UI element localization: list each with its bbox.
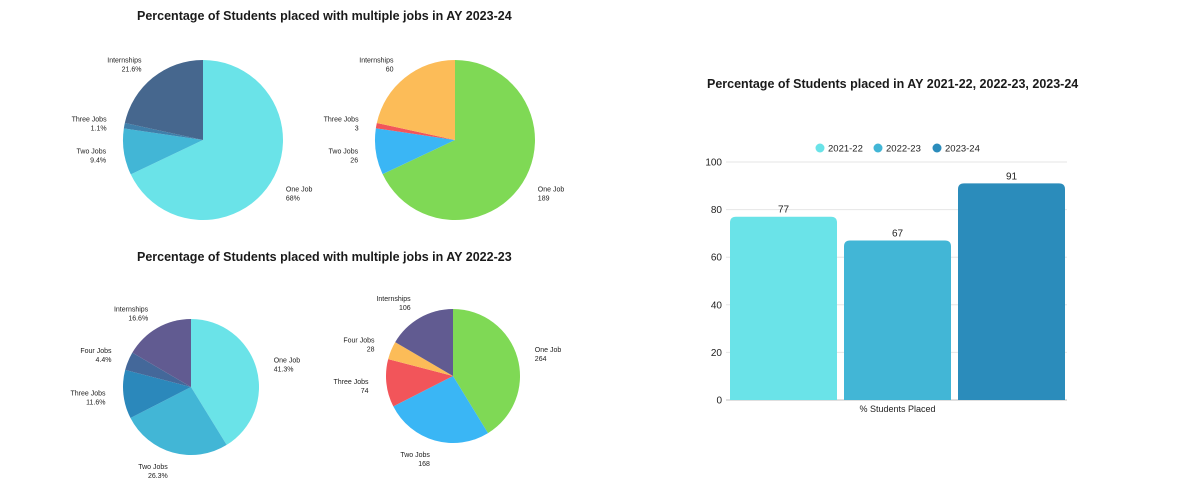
- pie-label-three-jobs: Three Jobs 11.6%: [70, 390, 106, 406]
- pie-chart-4: One Job 264 Two Jobs 168 Three Jobs 74 Four Jo…: [333, 296, 561, 468]
- pie-title-2022-23: Percentage of Students placed with multi…: [137, 250, 512, 264]
- pie-slice-two-jobs: [123, 128, 203, 175]
- bar-value-label-2022-23: 67: [892, 229, 904, 240]
- legend-item-2022-23: 2022-23: [873, 143, 921, 155]
- bar-2023-24: [958, 183, 1065, 400]
- legend-label-2021-22: 2021-22: [828, 144, 863, 155]
- pie-title-2023-24: Percentage of Students placed with multi…: [137, 9, 512, 23]
- legend-item-2023-24: 2023-24: [932, 143, 980, 155]
- legend-label-2023-24: 2023-24: [945, 144, 980, 155]
- y-tick-label-40: 40: [711, 300, 723, 311]
- pie-slice-three-jobs: [385, 359, 453, 407]
- pie-label-one-job: One Job 264: [535, 347, 562, 363]
- x-category-label: % Students Placed: [859, 404, 935, 414]
- legend-label-2022-23: 2022-23: [886, 144, 921, 155]
- y-tick-label-20: 20: [711, 348, 723, 359]
- legend-swatch-2023-24: [932, 143, 942, 153]
- bar-chart-title: Percentage of Students placed in AY 2021…: [707, 77, 1079, 91]
- pie-label-one-job: One Job 189: [538, 187, 565, 203]
- pie-label-two-jobs: Two Jobs 9.4%: [77, 149, 107, 165]
- pie-slice-two-jobs: [130, 387, 227, 456]
- pie-chart-3: One Job 41.3% Two Jobs 26.3% Three Jobs 11.6%…: [70, 306, 300, 479]
- legend-item-2021-22: 2021-22: [815, 143, 863, 155]
- pie-label-internships: Internships 16.6%: [114, 306, 149, 322]
- pie-slice-internships: [132, 318, 191, 387]
- pie-slice-one-job: [191, 319, 260, 445]
- pie-slice-four-jobs: [388, 342, 453, 376]
- pie-label-three-jobs: Three Jobs 3: [324, 116, 360, 132]
- pie-chart-2: One Job 189 Two Jobs 26 Three Jobs 3 Internshi…: [324, 58, 565, 220]
- pie-label-two-jobs: Two Jobs 26: [329, 148, 359, 164]
- pie-label-one-job: One Job 68%: [286, 186, 313, 202]
- pie-slice-one-job: [130, 59, 284, 221]
- y-tick-label-0: 0: [716, 396, 722, 407]
- pie-slice-three-jobs: [375, 122, 455, 140]
- pie-slice-internships: [376, 60, 455, 140]
- pie-label-internships: Internships 106: [376, 296, 411, 312]
- pie-slice-two-jobs: [374, 128, 455, 175]
- bar-2021-22: [730, 216, 837, 400]
- bar-2022-23: [844, 240, 951, 400]
- pie-label-one-job: One Job 41.3%: [274, 358, 301, 374]
- pie-chart-1: One Job 68% Two Jobs 9.4% Three Jobs 1.1% Inte…: [72, 58, 313, 221]
- pie-slice-four-jobs: [125, 352, 191, 387]
- pie-slice-internships: [124, 60, 203, 140]
- y-tick-label-80: 80: [711, 205, 723, 216]
- bar-value-label-2021-22: 77: [778, 205, 790, 216]
- pie-slice-two-jobs: [393, 376, 489, 444]
- pie-slice-three-jobs: [123, 122, 203, 140]
- pie-label-four-jobs: Four Jobs 4.4%: [80, 348, 112, 364]
- legend-swatch-2021-22: [815, 143, 825, 153]
- pie-label-internships: Internships 60: [359, 58, 394, 74]
- legend-swatch-2022-23: [873, 143, 883, 153]
- bar-chart: 0 20 40 60 80 100 77 67 91 % Students Placed 2021-…: [705, 143, 1067, 414]
- pie-slice-three-jobs: [123, 369, 191, 418]
- pie-label-two-jobs: Two Jobs 168: [400, 452, 430, 468]
- pie-slice-internships: [395, 309, 453, 376]
- pie-label-three-jobs: Three Jobs 74: [333, 379, 369, 395]
- pie-label-three-jobs: Three Jobs 1.1%: [72, 116, 108, 132]
- bar-value-label-2023-24: 91: [1006, 171, 1018, 182]
- pie-slice-one-job: [453, 309, 521, 434]
- pie-label-two-jobs: Two Jobs 26.3%: [138, 464, 168, 480]
- y-tick-label-100: 100: [705, 158, 722, 169]
- pie-label-internships: Internships 21.6%: [107, 58, 142, 74]
- pie-slice-one-job: [382, 60, 535, 220]
- pie-label-four-jobs: Four Jobs 28: [343, 338, 375, 354]
- y-tick-label-60: 60: [711, 253, 723, 264]
